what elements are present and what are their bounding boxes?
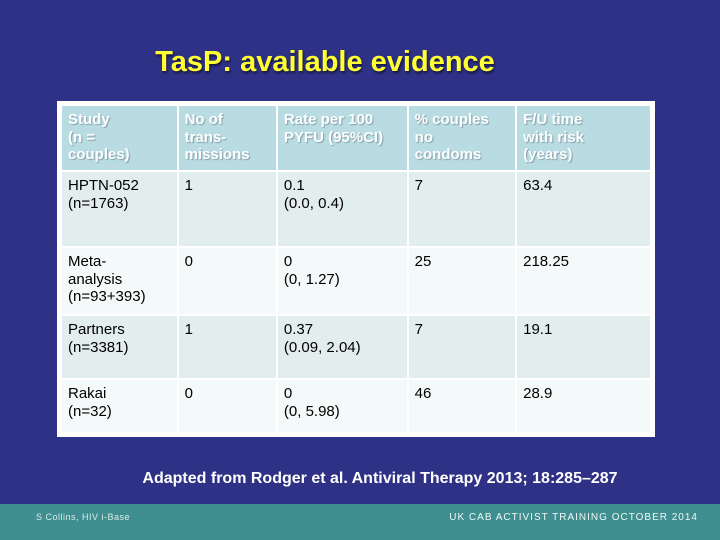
cell-rate: 0 (0, 5.98) [277,380,407,432]
slide-title: TasP: available evidence [155,46,495,78]
citation-text: Adapted from Rodger et al. Antiviral The… [142,470,618,487]
header-cell-rate: Rate per 100 PYFU (95%CI) [277,106,407,170]
evidence-table-container: Study (n = couples) No of trans- mission… [57,101,655,437]
cell-transmissions: 1 [178,172,276,246]
cell-no-condoms: 7 [408,172,516,246]
cell-study: Meta- analysis (n=93+393) [62,248,177,314]
footer-author: S Collins, HIV i-Base [36,512,131,522]
header-cell-transmissions: No of trans- missions [178,106,276,170]
table-row-hptn052: HPTN-052 (n=1763) 1 0.1 (0.0, 0.4) 7 63.… [62,172,650,246]
cell-study: Rakai (n=32) [62,380,177,432]
cell-fu-time: 218.25 [517,248,650,314]
header-cell-no-condoms: % couples no condoms [408,106,516,170]
footer-event: UK CAB ACTIVIST TRAINING OCTOBER 2014 [449,512,698,523]
cell-no-condoms: 7 [408,316,516,378]
table-row-rakai: Rakai (n=32) 0 0 (0, 5.98) 46 28.9 [62,380,650,432]
cell-fu-time: 19.1 [517,316,650,378]
table-row-meta-analysis: Meta- analysis (n=93+393) 0 0 (0, 1.27) … [62,248,650,314]
cell-transmissions: 0 [178,380,276,432]
cell-fu-time: 63.4 [517,172,650,246]
cell-study: Partners (n=3381) [62,316,177,378]
header-cell-study: Study (n = couples) [62,106,177,170]
table-row-partners: Partners (n=3381) 1 0.37 (0.09, 2.04) 7 … [62,316,650,378]
cell-rate: 0 (0, 1.27) [277,248,407,314]
cell-rate: 0.1 (0.0, 0.4) [277,172,407,246]
cell-no-condoms: 46 [408,380,516,432]
cell-rate: 0.37 (0.09, 2.04) [277,316,407,378]
cell-no-condoms: 25 [408,248,516,314]
footer-bar: S Collins, HIV i-Base UK CAB ACTIVIST TR… [0,504,720,540]
header-cell-fu-time: F/U time with risk (years) [517,106,650,170]
cell-transmissions: 1 [178,316,276,378]
cell-fu-time: 28.9 [517,380,650,432]
cell-study: HPTN-052 (n=1763) [62,172,177,246]
evidence-table: Study (n = couples) No of trans- mission… [60,104,652,434]
table-header-row: Study (n = couples) No of trans- mission… [62,106,650,170]
cell-transmissions: 0 [178,248,276,314]
